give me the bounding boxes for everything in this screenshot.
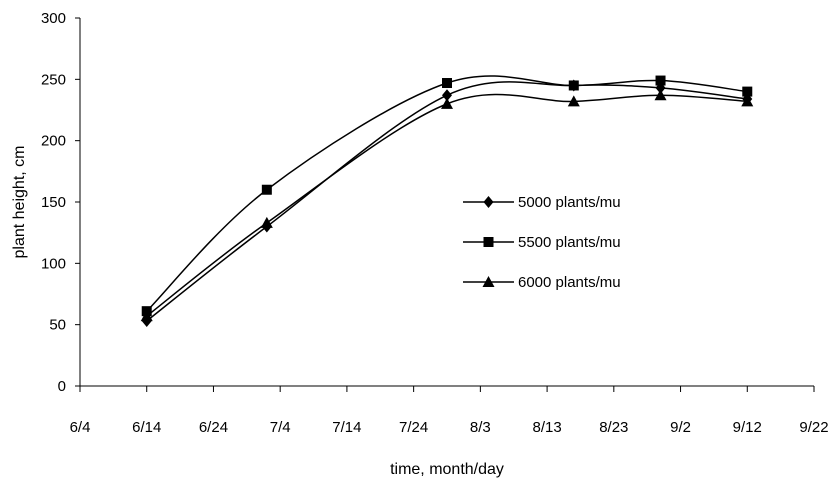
x-tick-label: 7/14 [332,419,361,436]
x-tick-label: 6/4 [70,419,91,436]
x-tick-label: 8/23 [599,419,628,436]
data-point [567,95,580,107]
series-diamond [141,79,753,327]
legend-label: 5000 plants/mu [518,194,621,211]
legend-marker [483,237,494,247]
legend-label: 6000 plants/mu [518,274,621,291]
x-axis-title: time, month/day [390,461,504,478]
legend-item: 5000 plants/mu [463,194,621,211]
y-axis-title: plant height, cm [11,146,28,259]
data-point [140,310,153,322]
x-tick-label: 7/4 [270,419,291,436]
series-layer [140,75,754,327]
x-axis-ticks: 6/4 6/14 6/24 7/4 7/14 7/24 8/3 8/13 8/23 9/2 9/12… [70,386,829,436]
legend-marker [483,196,494,208]
legend-item: 5500 plants/mu [463,234,621,251]
data-point [442,89,452,102]
x-tick-label: 9/12 [733,419,762,436]
series-line [146,81,748,322]
data-point [742,86,753,97]
x-tick-label: 8/3 [470,419,491,436]
x-tick-label: 8/13 [532,419,561,436]
y-tick-label: 50 [49,317,66,334]
series-line [146,93,748,317]
data-point [441,97,453,109]
legend-label: 5500 plants/mu [518,234,621,251]
data-point [655,75,666,86]
y-axis-ticks: 0 50 100 150 200 250 300 [41,10,80,395]
data-point [741,95,754,107]
y-tick-label: 100 [41,255,66,272]
series-square [141,75,753,317]
x-tick-label: 7/24 [399,419,428,436]
chart-axes [79,18,814,387]
data-point [261,184,272,195]
series-triangle [140,89,754,322]
legend-item: 6000 plants/mu [463,274,621,291]
series-line [146,75,748,312]
x-tick-label: 9/22 [799,419,828,436]
y-tick-label: 200 [41,133,66,150]
x-tick-label: 6/24 [199,419,228,436]
y-tick-label: 0 [58,378,66,395]
y-tick-label: 300 [41,10,66,27]
x-tick-label: 9/2 [670,419,691,436]
y-tick-label: 250 [41,71,66,88]
data-point [260,216,273,228]
chart-legend: 5000 plants/mu 5500 plants/mu 6000 plants/… [463,194,621,291]
x-tick-label: 6/14 [132,419,161,436]
data-point [654,89,667,101]
data-point [568,80,579,91]
data-point [442,78,452,89]
y-tick-label: 150 [41,194,66,211]
legend-marker [482,276,495,287]
